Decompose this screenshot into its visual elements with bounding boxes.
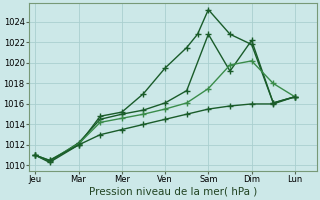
X-axis label: Pression niveau de la mer( hPa ): Pression niveau de la mer( hPa ) <box>89 187 257 197</box>
